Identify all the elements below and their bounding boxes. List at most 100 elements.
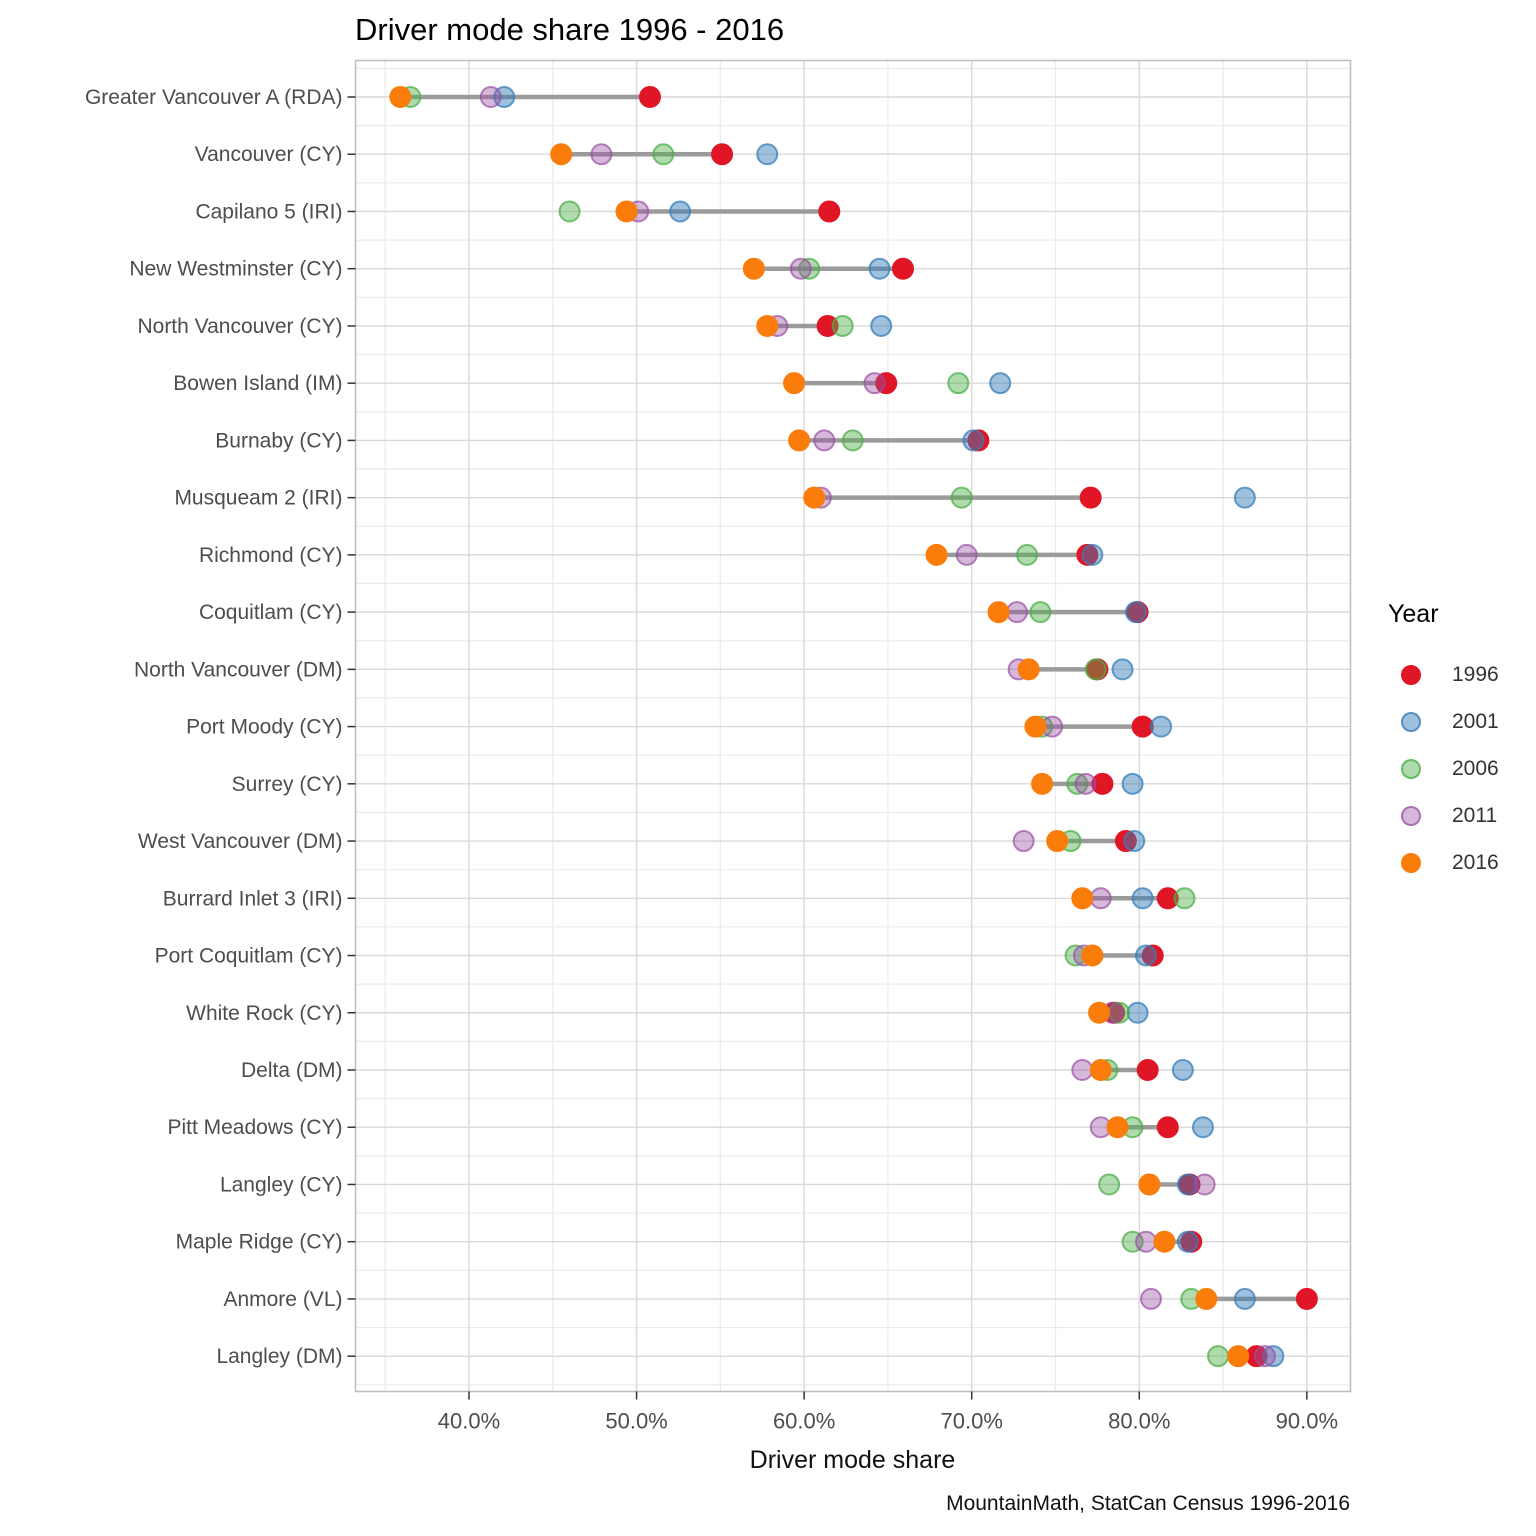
data-point-1996 xyxy=(816,314,839,337)
data-point-2006 xyxy=(558,200,581,223)
data-point-2011 xyxy=(1012,830,1035,853)
legend-item-label: 2016 xyxy=(1452,850,1499,874)
legend-dot-2006 xyxy=(1401,758,1421,779)
data-point-1996 xyxy=(818,200,841,223)
data-point-2001 xyxy=(1176,1173,1199,1196)
legend-dot-2016 xyxy=(1401,852,1421,873)
data-point-2001 xyxy=(1121,772,1144,795)
legend-item: 2006 xyxy=(1388,745,1499,792)
caption: MountainMath, StatCan Census 1996-2016 xyxy=(946,1492,1350,1515)
data-point-1996 xyxy=(1076,543,1099,566)
data-point-2001 xyxy=(1126,1001,1149,1024)
legend-item-label: 1996 xyxy=(1452,662,1499,686)
data-point-1996 xyxy=(1131,715,1154,738)
data-point-2006 xyxy=(1207,1345,1230,1368)
data-point-2006 xyxy=(652,143,675,166)
legend-dot-1996 xyxy=(1401,664,1421,685)
data-point-2016 xyxy=(1031,772,1054,795)
data-point-2016 xyxy=(1089,1058,1112,1081)
x-tick-label: 90.0% xyxy=(1276,1409,1338,1434)
data-point-2016 xyxy=(742,257,765,280)
legend-item: 1996 xyxy=(1388,651,1499,698)
data-point-2006 xyxy=(947,372,970,395)
y-axis-label: Bowen Island (IM) xyxy=(173,372,342,395)
y-axis-label: Langley (DM) xyxy=(216,1345,342,1368)
legend-dot-2001 xyxy=(1401,711,1421,732)
data-point-2011 xyxy=(1193,1173,1216,1196)
data-point-1996 xyxy=(1114,830,1137,853)
data-point-2006 xyxy=(1173,887,1196,910)
legend-item: 2001 xyxy=(1388,698,1499,745)
y-axis-label: North Vancouver (CY) xyxy=(137,315,342,338)
data-point-2006 xyxy=(1016,543,1039,566)
data-point-2016 xyxy=(1195,1287,1218,1310)
data-point-2016 xyxy=(1227,1345,1250,1368)
data-point-2011 xyxy=(1005,601,1028,624)
data-point-2001 xyxy=(669,200,692,223)
data-point-2016 xyxy=(1088,1001,1111,1024)
data-point-2016 xyxy=(1024,715,1047,738)
data-point-1996 xyxy=(875,372,898,395)
data-point-2006 xyxy=(798,257,821,280)
data-point-1996 xyxy=(1136,1058,1159,1081)
data-point-2011 xyxy=(1074,772,1097,795)
y-axis-label: Anmore (VL) xyxy=(223,1288,342,1311)
data-point-2006 xyxy=(841,429,864,452)
data-point-2011 xyxy=(1134,1230,1157,1253)
legend-item-label: 2006 xyxy=(1452,756,1499,780)
data-point-2016 xyxy=(389,86,412,108)
data-point-2016 xyxy=(803,486,826,509)
legend-items: 1996 2001 2006 2011 2016 xyxy=(1388,651,1499,886)
x-tick-label: 70.0% xyxy=(941,1409,1003,1434)
data-point-2011 xyxy=(590,143,613,166)
data-point-2006 xyxy=(1066,772,1089,795)
data-point-2016 xyxy=(1081,944,1104,967)
y-axis-label: Surrey (CY) xyxy=(232,773,343,796)
data-point-2016 xyxy=(925,543,948,566)
legend-item: 2011 xyxy=(1388,792,1499,839)
data-point-1996 xyxy=(1156,887,1179,910)
data-point-2016 xyxy=(1017,658,1040,681)
data-point-2001 xyxy=(1233,1287,1256,1310)
data-point-2016 xyxy=(1071,887,1094,910)
data-point-2016 xyxy=(1106,1116,1129,1139)
y-axis-label: Burnaby (CY) xyxy=(215,429,342,452)
data-point-2001 xyxy=(1081,543,1104,566)
data-point-2011 xyxy=(1089,887,1112,910)
legend-item: 2016 xyxy=(1388,839,1499,886)
y-axis-label: Langley (CY) xyxy=(220,1173,343,1196)
y-axis-label: New Westminster (CY) xyxy=(129,258,342,281)
y-axis-label: Burrard Inlet 3 (IRI) xyxy=(163,887,343,910)
y-axis-label: Vancouver (CY) xyxy=(195,143,343,166)
y-axis-label: Greater Vancouver A (RDA) xyxy=(85,86,343,109)
y-axis-label: West Vancouver (DM) xyxy=(138,830,343,853)
y-axis-label: Delta (DM) xyxy=(241,1059,343,1082)
y-axis-label: Pitt Meadows (CY) xyxy=(167,1116,342,1139)
x-tick-label: 50.0% xyxy=(605,1409,667,1434)
data-point-2001 xyxy=(1131,887,1154,910)
data-point-2006 xyxy=(1029,601,1052,624)
page-title: Driver mode share 1996 - 2016 xyxy=(355,12,785,47)
legend-title: Year xyxy=(1388,600,1439,628)
data-point-2001 xyxy=(870,314,893,337)
data-point-2011 xyxy=(863,372,886,395)
data-point-2016 xyxy=(783,372,806,395)
data-point-2016 xyxy=(756,314,779,337)
data-point-2016 xyxy=(987,601,1010,624)
x-tick-label: 40.0% xyxy=(438,1409,500,1434)
data-point-2001 xyxy=(1111,658,1134,681)
data-point-2016 xyxy=(615,200,638,223)
y-axis-label: White Rock (CY) xyxy=(186,1002,342,1025)
data-point-2011 xyxy=(955,543,978,566)
data-point-1996 xyxy=(967,429,990,452)
data-point-2001 xyxy=(1176,1230,1199,1253)
data-point-2001 xyxy=(1191,1116,1214,1139)
data-point-1996 xyxy=(1156,1116,1179,1139)
data-point-1996 xyxy=(1091,772,1114,795)
data-point-2001 xyxy=(1262,1345,1285,1368)
data-point-1996 xyxy=(1295,1287,1318,1310)
data-point-2001 xyxy=(1123,830,1146,853)
data-point-2001 xyxy=(1233,486,1256,509)
